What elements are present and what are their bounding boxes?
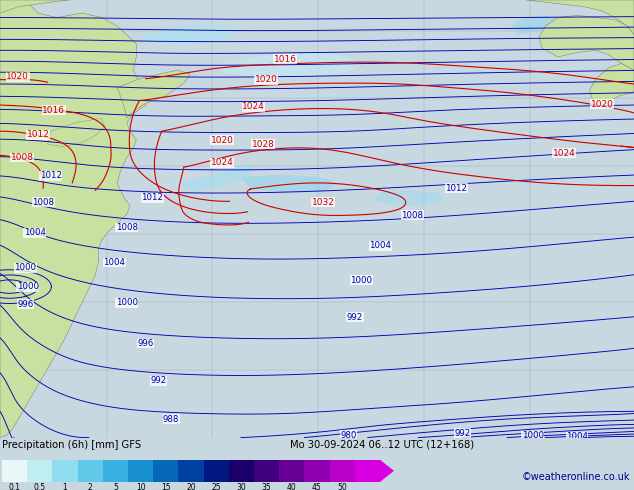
- Polygon shape: [374, 190, 444, 206]
- Polygon shape: [526, 0, 634, 35]
- Polygon shape: [216, 52, 361, 78]
- Text: 980: 980: [340, 431, 357, 440]
- Bar: [153, 460, 178, 482]
- Text: 1008: 1008: [32, 197, 54, 207]
- Text: 1020: 1020: [210, 136, 233, 145]
- Polygon shape: [0, 0, 149, 438]
- Polygon shape: [0, 265, 22, 315]
- Polygon shape: [539, 15, 634, 70]
- Bar: [77, 460, 103, 482]
- Text: 1032: 1032: [312, 197, 335, 207]
- Polygon shape: [380, 460, 394, 482]
- Text: ©weatheronline.co.uk: ©weatheronline.co.uk: [522, 472, 630, 482]
- Text: 1000: 1000: [522, 431, 543, 441]
- Text: 40: 40: [287, 483, 297, 490]
- Text: 1000: 1000: [116, 298, 138, 307]
- Polygon shape: [117, 70, 190, 118]
- Text: 1008: 1008: [401, 211, 423, 220]
- Text: 992: 992: [455, 429, 471, 438]
- Text: 10: 10: [136, 483, 145, 490]
- Text: 20: 20: [186, 483, 196, 490]
- Text: 2: 2: [88, 483, 93, 490]
- Polygon shape: [139, 24, 235, 44]
- Text: 5: 5: [113, 483, 118, 490]
- Polygon shape: [0, 0, 70, 13]
- Text: 1020: 1020: [6, 72, 29, 81]
- Bar: [330, 460, 355, 482]
- Text: 1008: 1008: [11, 153, 34, 162]
- Polygon shape: [0, 199, 16, 236]
- Text: 1012: 1012: [446, 184, 467, 193]
- Text: 0.5: 0.5: [34, 483, 46, 490]
- Text: 1000: 1000: [15, 263, 36, 272]
- Text: 50: 50: [337, 483, 347, 490]
- Bar: [204, 460, 229, 482]
- Text: 992: 992: [150, 376, 167, 385]
- Text: 1028: 1028: [252, 140, 275, 149]
- Text: 1000: 1000: [16, 282, 39, 291]
- Bar: [355, 460, 380, 482]
- Text: 992: 992: [347, 313, 363, 322]
- Polygon shape: [178, 164, 254, 191]
- Text: 1004: 1004: [566, 432, 588, 441]
- Text: 1024: 1024: [242, 102, 265, 111]
- Text: 1004: 1004: [370, 242, 391, 250]
- Text: 1020: 1020: [255, 75, 278, 84]
- Text: 25: 25: [211, 483, 221, 490]
- Bar: [128, 460, 153, 482]
- Text: 1012: 1012: [27, 130, 49, 139]
- Text: Mo 30-09-2024 06..12 UTC (12+168): Mo 30-09-2024 06..12 UTC (12+168): [290, 440, 474, 450]
- Text: 1: 1: [63, 483, 67, 490]
- Text: 1012: 1012: [40, 172, 61, 180]
- Bar: [229, 460, 254, 482]
- Bar: [254, 460, 279, 482]
- Text: 1004: 1004: [103, 258, 125, 267]
- Text: 980: 980: [157, 439, 173, 447]
- Text: 1024: 1024: [553, 148, 576, 158]
- Polygon shape: [590, 63, 634, 105]
- Bar: [279, 460, 304, 482]
- Text: 1012: 1012: [141, 193, 163, 202]
- Text: 0.1: 0.1: [9, 483, 20, 490]
- Polygon shape: [19, 18, 89, 36]
- Polygon shape: [48, 118, 105, 147]
- Polygon shape: [0, 273, 11, 302]
- Text: 35: 35: [262, 483, 271, 490]
- Text: Precipitation (6h) [mm] GFS: Precipitation (6h) [mm] GFS: [2, 440, 141, 450]
- Text: 996: 996: [17, 299, 34, 309]
- Text: 1024: 1024: [210, 158, 233, 167]
- Text: 30: 30: [236, 483, 246, 490]
- Bar: [2, 460, 27, 482]
- Polygon shape: [241, 175, 336, 193]
- Text: 1016: 1016: [274, 54, 297, 64]
- Text: 1020: 1020: [591, 99, 614, 109]
- Text: 1008: 1008: [116, 223, 138, 232]
- Bar: [53, 460, 77, 482]
- Polygon shape: [510, 15, 558, 35]
- Text: 15: 15: [161, 483, 171, 490]
- Bar: [103, 460, 128, 482]
- Text: 996: 996: [138, 339, 154, 348]
- Text: 1016: 1016: [42, 106, 65, 115]
- Text: 45: 45: [312, 483, 322, 490]
- Text: 988: 988: [163, 415, 179, 424]
- Bar: [178, 460, 204, 482]
- Bar: [27, 460, 53, 482]
- Text: 1000: 1000: [351, 275, 372, 285]
- Text: 1004: 1004: [24, 228, 46, 237]
- Bar: [304, 460, 330, 482]
